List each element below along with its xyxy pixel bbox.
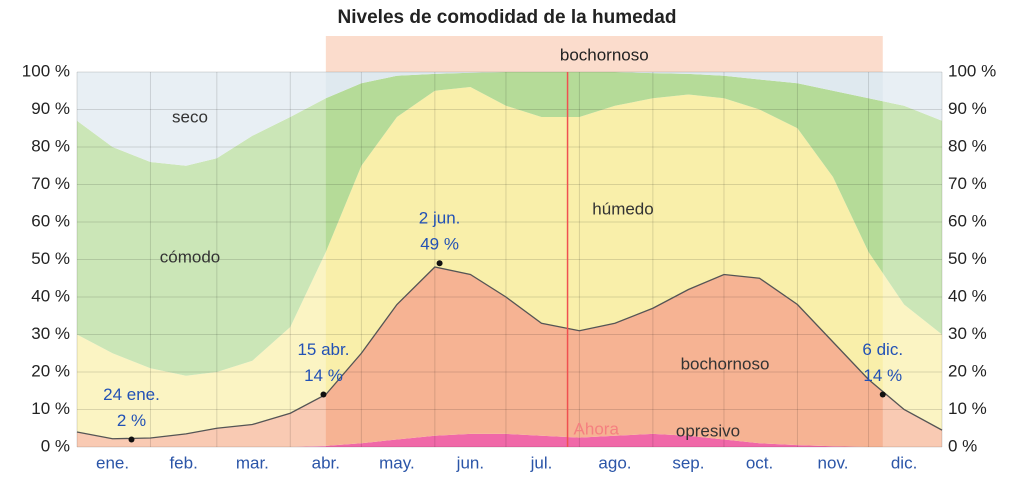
y-tick-label-right: 10 % [948, 399, 987, 418]
annotation-dot [436, 260, 443, 267]
y-tick-label: 20 % [31, 361, 70, 380]
area-label: cómodo [160, 247, 220, 266]
y-tick-label-right: 40 % [948, 286, 987, 305]
annotation-date: 24 ene. [103, 385, 160, 404]
x-tick-label: mar. [236, 453, 269, 472]
y-tick-label: 40 % [31, 286, 70, 305]
y-tick-label-right: 100 % [948, 61, 996, 80]
x-tick-label: nov. [818, 453, 849, 472]
x-tick-label: may. [379, 453, 415, 472]
y-tick-label-right: 60 % [948, 211, 987, 230]
y-tick-label: 70 % [31, 174, 70, 193]
off-band-shade [882, 72, 942, 447]
annotation-value: 14 % [863, 366, 902, 385]
area [77, 87, 942, 439]
area-label: húmedo [592, 199, 653, 218]
x-tick-label: oct. [746, 453, 773, 472]
y-tick-label: 10 % [31, 399, 70, 418]
area [77, 72, 942, 376]
annotation-date: 2 jun. [419, 209, 461, 228]
area-label: seco [172, 107, 208, 126]
y-tick-label-right: 70 % [948, 174, 987, 193]
y-tick-label-right: 80 % [948, 136, 987, 155]
annotation-dot [128, 436, 135, 443]
band-label: bochornoso [560, 45, 649, 64]
y-tick-label-right: 90 % [948, 99, 987, 118]
boundary-line [76, 266, 943, 440]
x-tick-label: jun. [456, 453, 484, 472]
y-tick-label-right: 30 % [948, 324, 987, 343]
area [77, 72, 942, 166]
area-label: bochornoso [681, 354, 770, 373]
annotation-value: 2 % [117, 411, 146, 430]
area [77, 433, 942, 447]
x-tick-label: ago. [598, 453, 631, 472]
now-label: Ahora [574, 419, 620, 438]
annotation-dot [320, 391, 327, 398]
x-tick-label: feb. [169, 453, 197, 472]
y-tick-label: 0 % [41, 436, 70, 455]
y-tick-label: 60 % [31, 211, 70, 230]
y-tick-label: 90 % [31, 99, 70, 118]
x-tick-label: abr. [312, 453, 340, 472]
off-band-shade [77, 72, 326, 447]
x-tick-label: ene. [96, 453, 129, 472]
annotation-date: 15 abr. [297, 340, 349, 359]
y-tick-label-right: 50 % [948, 249, 987, 268]
annotation-value: 14 % [304, 366, 343, 385]
x-tick-label: jul. [530, 453, 553, 472]
y-tick-label-right: 20 % [948, 361, 987, 380]
area [77, 267, 942, 447]
annotation-value: 49 % [420, 235, 459, 254]
annotation-date: 6 dic. [862, 340, 903, 359]
x-tick-label: dic. [891, 453, 917, 472]
annotation-dot [879, 391, 886, 398]
y-tick-label: 30 % [31, 324, 70, 343]
band [325, 36, 883, 72]
y-tick-label: 50 % [31, 249, 70, 268]
area-label: opresivo [676, 421, 740, 440]
y-tick-label: 80 % [31, 136, 70, 155]
y-tick-label-right: 0 % [948, 436, 977, 455]
chart-title: Niveles de comodidad de la humedad [338, 7, 677, 28]
x-tick-label: sep. [672, 453, 704, 472]
y-tick-label: 100 % [22, 61, 70, 80]
